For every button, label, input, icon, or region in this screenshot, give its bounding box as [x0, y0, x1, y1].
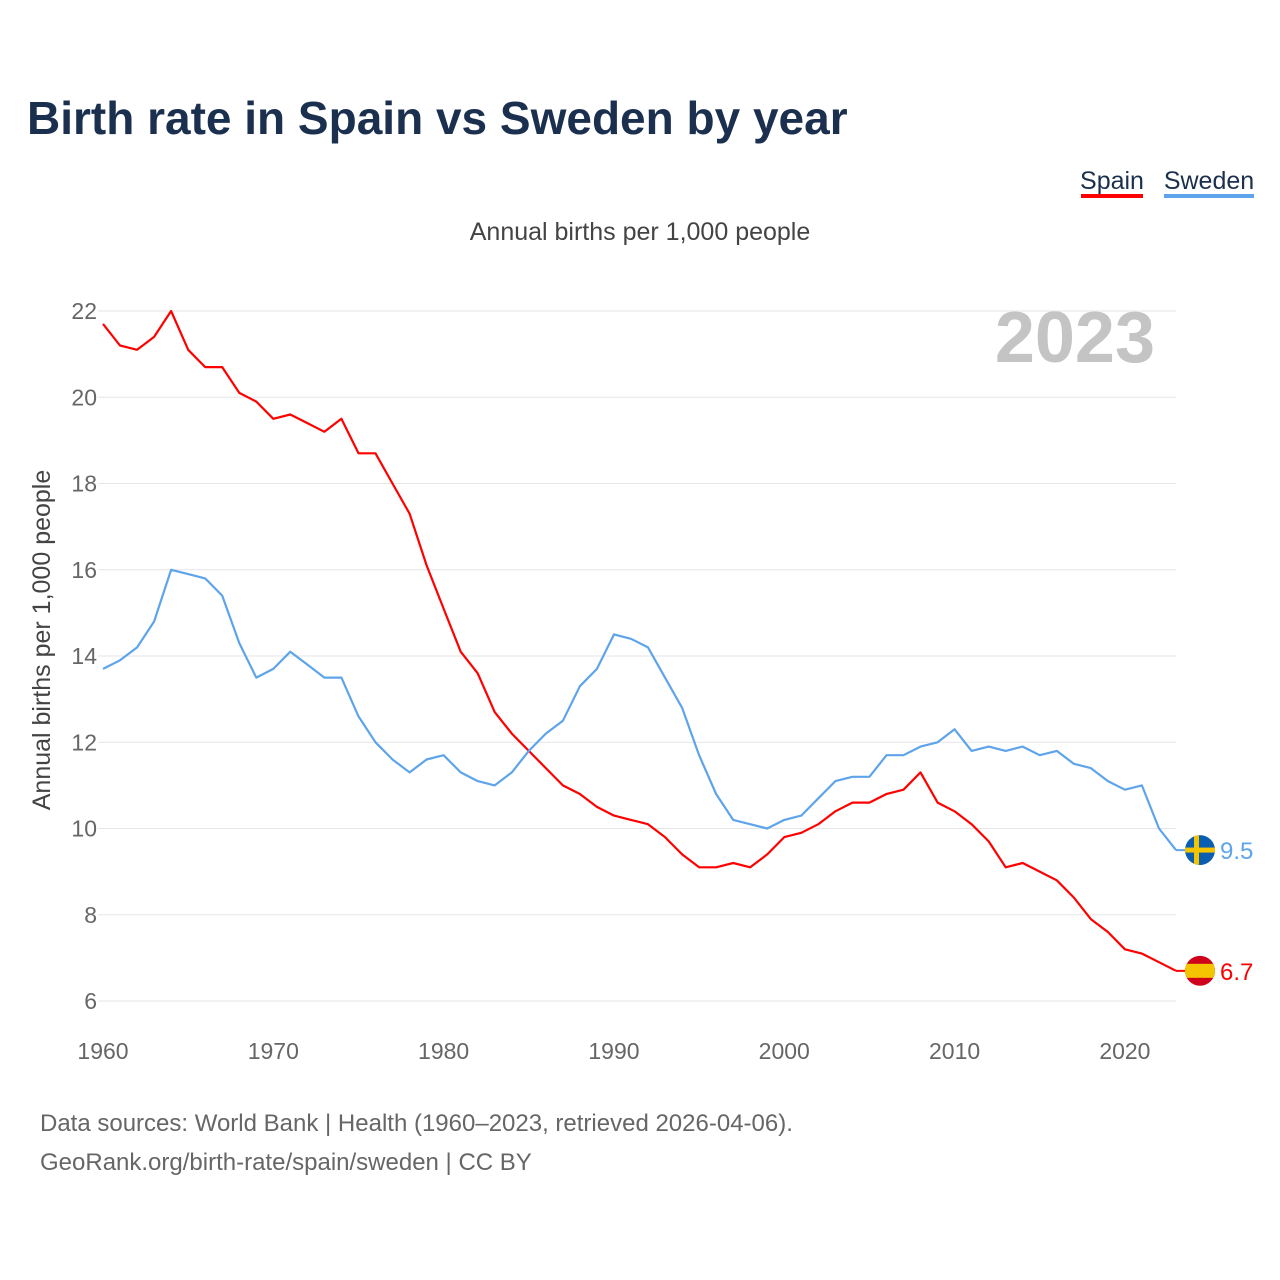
- x-tick-label: 2000: [759, 1038, 810, 1064]
- y-tick-label: 8: [84, 902, 97, 928]
- y-tick-label: 6: [84, 988, 97, 1014]
- chart-subtitle: Annual births per 1,000 people: [470, 218, 811, 246]
- chart-title: Birth rate in Spain vs Sweden by year: [27, 92, 848, 144]
- flag-body: [1185, 835, 1215, 866]
- x-ticks: 1960 1970 1980 1990 2000 2010 2020: [77, 1038, 1150, 1064]
- end-value-label: 9.5: [1220, 838, 1253, 865]
- gridlines: [98, 310, 1176, 1002]
- y-axis-label: Annual births per 1,000 people: [28, 470, 56, 811]
- spain-flag-icon: [1185, 955, 1215, 986]
- flag-cross-h: [1185, 847, 1215, 853]
- x-tick-label: 1960: [77, 1038, 128, 1064]
- y-tick-label: 12: [71, 729, 97, 755]
- flag-body: [1185, 955, 1215, 986]
- year-watermark: 2023: [995, 298, 1155, 378]
- footer-link[interactable]: GeoRank.org/birth-rate/spain/sweden | CC…: [40, 1149, 532, 1176]
- series-lines: [102, 309, 1177, 972]
- sweden-line: [102, 568, 1177, 851]
- spain-line: [102, 309, 1177, 972]
- end-value-label: 6.7: [1220, 959, 1253, 986]
- y-tick-label: 16: [71, 557, 97, 583]
- legend-sweden[interactable]: Sweden: [1164, 167, 1254, 195]
- x-tick-label: 1980: [418, 1038, 469, 1064]
- x-tick-label: 2010: [929, 1038, 980, 1064]
- y-tick-label: 22: [71, 298, 97, 324]
- flag-cross-v: [1194, 835, 1199, 866]
- y-tick-label: 18: [71, 471, 97, 497]
- y-tick-label: 20: [71, 384, 97, 410]
- y-tick-label: 10: [71, 816, 97, 842]
- legend-spain-swatch: [1081, 194, 1143, 198]
- x-tick-label: 1970: [248, 1038, 299, 1064]
- end-labels: 6.7 9.5: [1176, 835, 1253, 986]
- y-tick-label: 14: [71, 643, 97, 669]
- flag-yellow: [1185, 963, 1215, 978]
- sweden-flag-icon: [1185, 835, 1215, 866]
- legend-sweden-swatch: [1164, 194, 1254, 198]
- legend: Spain Sweden: [1080, 167, 1254, 198]
- x-tick-label: 1990: [588, 1038, 639, 1064]
- legend-spain[interactable]: Spain: [1080, 167, 1144, 195]
- y-ticks: 6 8 10 12 14 16 18 20 22: [71, 298, 97, 1014]
- footer-sources: Data sources: World Bank | Health (1960–…: [40, 1110, 793, 1137]
- x-tick-label: 2020: [1099, 1038, 1150, 1064]
